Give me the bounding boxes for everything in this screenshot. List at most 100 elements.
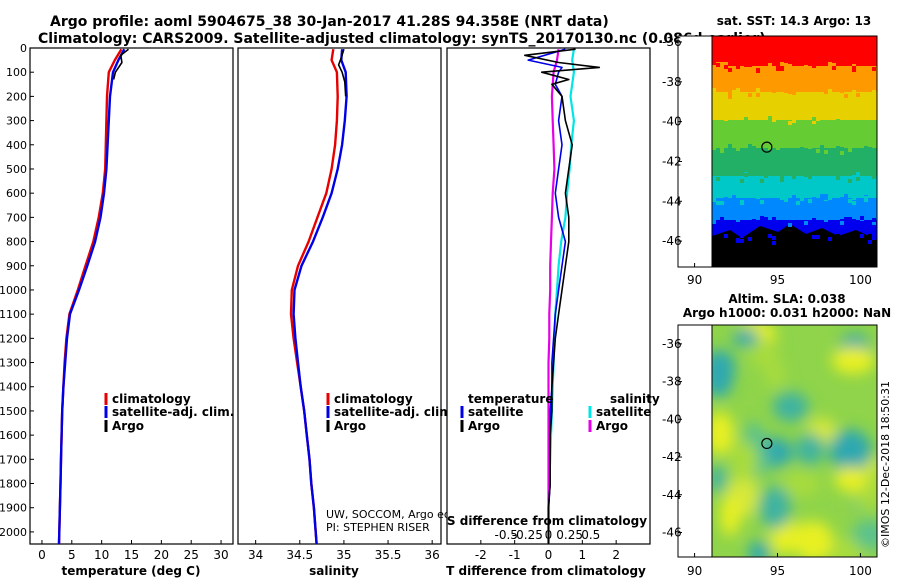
sst-pixel — [784, 151, 788, 155]
sst-pixel — [800, 197, 804, 201]
legend-label-t-argo: Argo — [468, 419, 500, 433]
sst-pixel — [768, 238, 772, 242]
sst-pixel — [756, 234, 760, 238]
salinity-x-tick-label: 35 — [336, 548, 351, 562]
sla-map-ticks: 90 95 100 -36 -38 -40 -42 -44 -46 — [662, 337, 872, 578]
legend-label-argo: Argo — [334, 419, 366, 433]
sst-pixel — [712, 88, 716, 92]
sla-blob — [748, 541, 770, 557]
salinity-argo-line — [337, 48, 347, 97]
salinity-xlabel: salinity — [309, 564, 359, 578]
temperature-panel: 0100200300400500600700800900100011001200… — [0, 42, 234, 578]
sst-pixel — [732, 240, 736, 244]
depth-tick-label: 2000 — [0, 526, 27, 539]
sst-pixel — [736, 218, 740, 222]
sst-pixel — [740, 200, 744, 204]
sla-blob — [780, 471, 820, 497]
difference-x-tick-label: 1 — [579, 548, 587, 562]
sst-pixel — [820, 221, 824, 225]
sst-pixel — [852, 196, 856, 200]
sst-pixel — [816, 149, 820, 153]
sst-pixel — [712, 195, 716, 199]
sst-pixel — [772, 217, 776, 221]
sst-y-tick-label: -42 — [662, 154, 682, 168]
sst-pixel — [816, 198, 820, 202]
sla-map-subtitle: Argo h1000: 0.031 h2000: NaN — [683, 306, 891, 320]
sla-y-tick-label: -38 — [662, 375, 682, 389]
sst-pixel — [728, 92, 732, 96]
sst-pixel — [760, 234, 764, 238]
sst-pixel — [712, 220, 716, 224]
depth-tick-label: 900 — [6, 260, 27, 273]
sst-pixel — [828, 150, 832, 154]
sst-pixel — [776, 88, 780, 92]
sst-pixel — [748, 66, 752, 70]
sst-pixel — [740, 194, 744, 198]
sst-x-tick-label: 100 — [849, 273, 872, 287]
temperature-legend: climatology satellite-adj. clim. Argo — [104, 392, 234, 433]
sst-pixel — [832, 63, 836, 67]
salinity-axes — [237, 47, 442, 545]
sst-pixel — [840, 89, 844, 93]
sst-pixel — [840, 221, 844, 225]
sst-pixel — [760, 179, 764, 183]
depth-tick-label: 700 — [6, 211, 27, 224]
sst-pixel — [736, 177, 740, 181]
difference-x-tick-label: -2 — [475, 548, 487, 562]
sst-map-field — [712, 36, 877, 267]
sst-pixel — [744, 173, 748, 177]
sst-pixel — [716, 63, 720, 67]
sla-blob — [828, 537, 862, 557]
sst-pixel — [740, 234, 744, 238]
sst-y-tick-label: -38 — [662, 75, 682, 89]
sst-pixel — [868, 240, 872, 244]
sst-pixel — [720, 217, 724, 221]
sst-pixel — [812, 117, 816, 121]
sst-pixel — [856, 241, 860, 245]
sst-pixel — [856, 173, 860, 177]
sst-pixel — [852, 219, 856, 223]
sst-pixel — [784, 63, 788, 67]
sst-pixel — [720, 62, 724, 66]
sst-pixel — [840, 197, 844, 201]
sst-pixel — [764, 240, 768, 244]
sst-pixel — [840, 66, 844, 70]
salinity-x-tick-label: 34.5 — [286, 548, 313, 562]
sst-pixel — [832, 66, 836, 70]
sst-pixel — [712, 145, 716, 149]
sst-pixel — [720, 201, 724, 205]
sst-pixel — [820, 145, 824, 149]
sst-pixel — [852, 201, 856, 205]
sst-pixel — [764, 198, 768, 202]
depth-tick-label: 1400 — [0, 381, 27, 394]
salinity-x-ticks: 34 34.5 35 35.5 36 — [248, 540, 440, 562]
sst-pixel — [772, 118, 776, 122]
sst-pixel — [828, 62, 832, 66]
temperature-lines — [57, 48, 129, 545]
sst-pixel — [856, 177, 860, 181]
sst-pixel — [792, 175, 796, 179]
sst-pixel — [848, 199, 852, 203]
sst-pixel — [768, 68, 772, 72]
sst-pixel — [808, 199, 812, 203]
sla-map: Altim. SLA: 0.038 Argo h1000: 0.031 h200… — [662, 292, 891, 578]
sst-pixel — [836, 119, 840, 123]
sst-pixel — [864, 146, 868, 150]
sla-blob — [834, 466, 868, 492]
sla-blob — [759, 486, 792, 530]
sst-pixel — [828, 89, 832, 93]
sla-blob — [851, 519, 877, 550]
sst-pixel — [716, 220, 720, 224]
sst-pixel — [844, 194, 848, 198]
imos-watermark: ©IMOS 12-Dec-2018 18:50:31 — [879, 381, 892, 548]
sst-y-tick-label: -46 — [662, 234, 682, 248]
sst-pixel — [776, 94, 780, 98]
temperature-argo-line — [112, 48, 129, 80]
sst-pixel — [828, 223, 832, 227]
sst-pixel — [732, 234, 736, 238]
sst-map-ticks: 90 95 100 -36 -38 -40 -42 -44 -46 — [662, 35, 872, 287]
sst-pixel — [792, 119, 796, 123]
sst-pixel — [792, 221, 796, 225]
sst-pixel — [860, 223, 864, 227]
